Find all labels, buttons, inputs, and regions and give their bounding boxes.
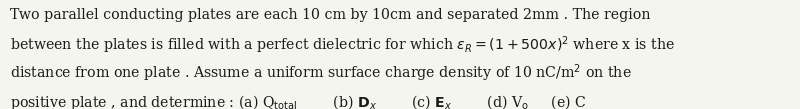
Text: positive plate , and determine : (a) Q$_{\mathrm{total}}$        (b) $\mathbf{D}: positive plate , and determine : (a) Q$_… [10, 93, 586, 109]
Text: Two parallel conducting plates are each 10 cm by 10cm and separated 2mm . The re: Two parallel conducting plates are each … [10, 8, 650, 22]
Text: distance from one plate . Assume a uniform surface charge density of 10 nC/m$^2$: distance from one plate . Assume a unifo… [10, 62, 631, 84]
Text: between the plates is filled with a perfect dielectric for which $\epsilon_R = (: between the plates is filled with a perf… [10, 35, 674, 56]
